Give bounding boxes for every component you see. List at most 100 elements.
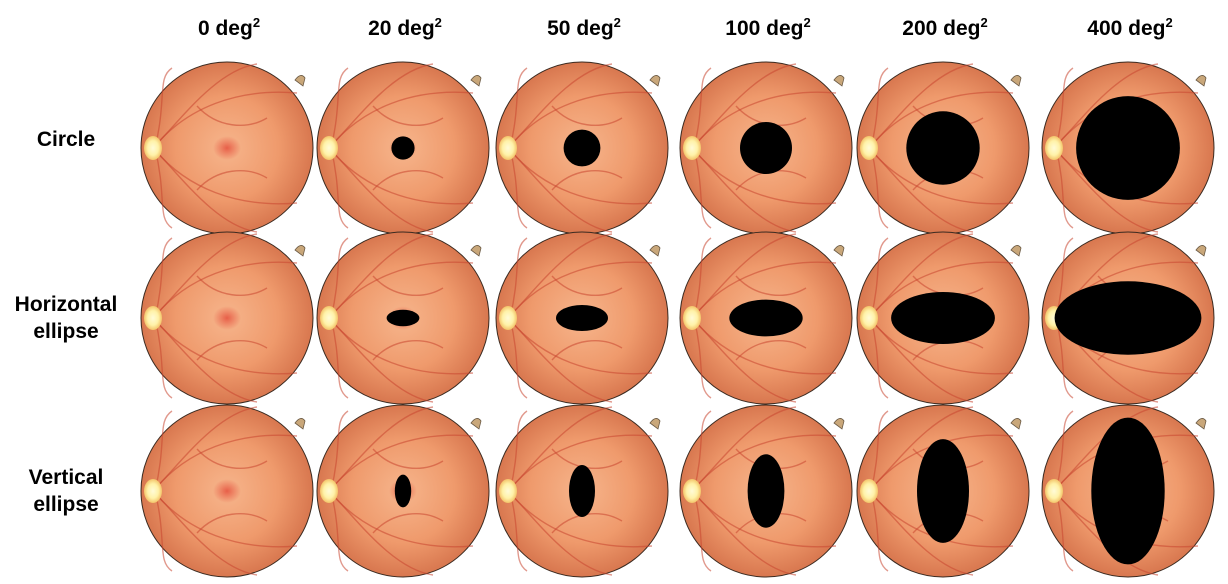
scotoma-horizontal-ellipse — [1054, 281, 1202, 355]
retina-vessel — [693, 490, 712, 572]
retina-vertical-ellipse-200 — [856, 404, 1030, 578]
retina-vessel — [154, 410, 173, 492]
retina-vessel — [330, 149, 434, 233]
fovea — [213, 306, 241, 330]
col-header-100: 100 deg2 — [725, 15, 811, 40]
retina-vessel — [330, 233, 434, 317]
retina-vessel — [509, 406, 613, 490]
retina-vessel — [693, 233, 797, 317]
retina-vessel — [154, 147, 173, 229]
retina-tab — [833, 75, 845, 87]
retina-vertical-ellipse-20 — [316, 404, 490, 578]
col-header-20: 20 deg2 — [368, 15, 442, 40]
retina-vessel — [330, 317, 349, 399]
optic-disc — [860, 136, 878, 160]
retina-vessel — [509, 147, 528, 229]
retina-circle-0 — [140, 61, 314, 235]
optic-disc — [499, 136, 517, 160]
retina-vessel — [509, 67, 528, 149]
retina-tab — [1010, 245, 1022, 257]
retina-vessel — [1055, 67, 1074, 149]
retina-vessel — [870, 67, 889, 149]
retina-vessel — [509, 490, 528, 572]
retina-vessel — [551, 170, 623, 191]
retina-vessel — [154, 149, 258, 233]
retina-vessel — [330, 63, 434, 147]
retina-tab — [649, 75, 661, 87]
retina-tab — [1010, 75, 1022, 87]
optic-disc — [320, 306, 338, 330]
scotoma-vertical-ellipse — [394, 474, 412, 508]
optic-disc — [144, 306, 162, 330]
optic-disc — [683, 479, 701, 503]
scotoma-vertical-ellipse — [917, 439, 969, 543]
retina-vessel — [154, 406, 258, 490]
retina-tab — [294, 75, 306, 87]
optic-disc — [683, 306, 701, 330]
retina-vessel — [509, 149, 613, 233]
retina-vessel — [1055, 490, 1074, 572]
retina-vessel — [330, 492, 434, 576]
retina-vessel — [509, 317, 528, 399]
retina-vessel — [870, 317, 889, 399]
retina-vessel — [693, 492, 797, 576]
retina-vessel — [330, 406, 434, 490]
retina-vessel — [372, 340, 444, 361]
retina-vessel — [154, 233, 258, 317]
row-label-horizontal-ellipse: Horizontal ellipse — [14, 293, 118, 343]
retina-horizontal-ellipse-50 — [495, 231, 669, 405]
retina-vessel — [509, 63, 613, 147]
retina-vessel — [693, 319, 797, 403]
retina-tab — [470, 245, 482, 257]
retina-horizontal-ellipse-20 — [316, 231, 490, 405]
retina-vertical-ellipse-100 — [679, 404, 853, 578]
retina-circle-50 — [495, 61, 669, 235]
retina-vessel — [1055, 410, 1074, 492]
retina-horizontal-ellipse-400 — [1041, 231, 1215, 405]
retina-circle-100 — [679, 61, 853, 235]
optic-disc — [860, 479, 878, 503]
scotoma-vertical-ellipse — [1091, 417, 1165, 565]
retina-vessel — [551, 340, 623, 361]
col-header-400: 400 deg2 — [1087, 15, 1173, 40]
scotoma-circle — [391, 136, 415, 160]
retina-circle-400 — [1041, 61, 1215, 235]
retina-vessel — [196, 275, 268, 296]
retina-vessel — [154, 319, 258, 403]
retina-vessel — [870, 406, 974, 490]
retina-vessel — [693, 149, 797, 233]
retina-vessel — [154, 63, 258, 147]
retina-vessel — [509, 237, 528, 319]
retina-vessel — [330, 237, 349, 319]
retina-vessel — [372, 105, 444, 126]
scotoma-horizontal-ellipse — [891, 292, 995, 344]
retina-tab — [649, 245, 661, 257]
scotoma-vertical-ellipse — [747, 454, 785, 528]
scotoma-circle — [563, 129, 601, 167]
scotoma-vertical-ellipse — [569, 465, 595, 517]
col-header-200: 200 deg2 — [902, 15, 988, 40]
retina-vessel — [330, 147, 349, 229]
scotoma-circle — [1076, 96, 1180, 200]
retina-vessel — [693, 317, 712, 399]
retina-tab — [1195, 75, 1207, 87]
retina-vessel — [372, 170, 444, 191]
retina-circle-200 — [856, 61, 1030, 235]
retina-vessel — [551, 275, 623, 296]
scotoma-horizontal-ellipse — [729, 299, 803, 337]
fovea — [213, 479, 241, 503]
scotoma-horizontal-ellipse — [386, 309, 420, 327]
retina-vertical-ellipse-400 — [1041, 404, 1215, 578]
retina-vessel — [870, 233, 974, 317]
retina-vessel — [509, 492, 613, 576]
retina-vessel — [372, 513, 444, 534]
retina-vessel — [154, 490, 173, 572]
retina-vessel — [693, 63, 797, 147]
optic-disc — [499, 306, 517, 330]
retina-vessel — [1055, 237, 1074, 319]
retina-vessel — [196, 513, 268, 534]
retina-vessel — [870, 149, 974, 233]
col-header-0: 0 deg2 — [197, 15, 261, 40]
retina-tab — [470, 75, 482, 87]
